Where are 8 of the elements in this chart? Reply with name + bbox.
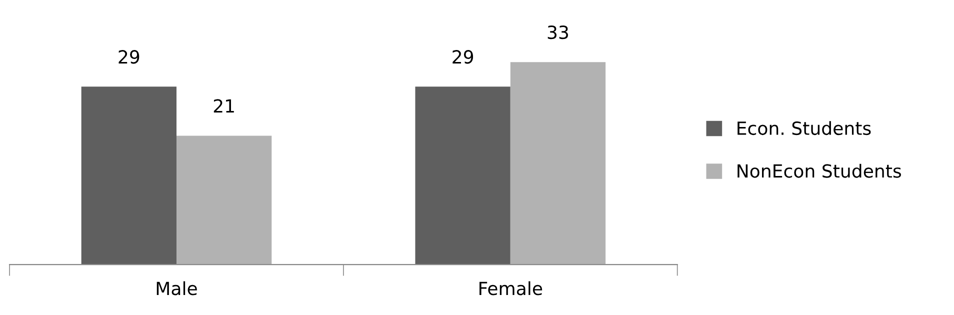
- x-tick-label: Female: [480, 281, 542, 296]
- legend-label: NonEcon Students: [738, 164, 901, 178]
- data-label: 29: [452, 50, 474, 64]
- data-label: 29: [118, 50, 140, 64]
- legend-label: Econ. Students: [738, 121, 871, 136]
- data-label: 21: [214, 99, 234, 113]
- x-tick-label: Male: [156, 281, 197, 296]
- data-label: 33: [548, 26, 568, 40]
